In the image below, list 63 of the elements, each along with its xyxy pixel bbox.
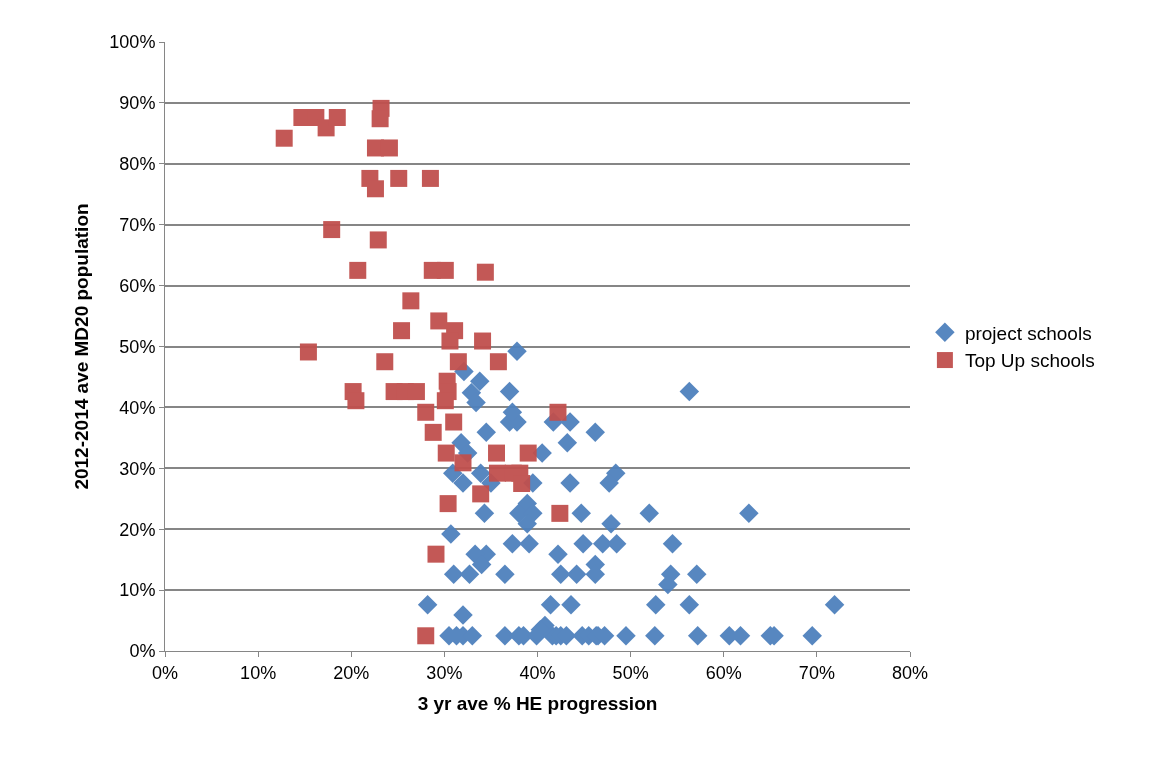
point bbox=[371, 110, 389, 128]
point bbox=[551, 504, 569, 522]
point bbox=[513, 475, 531, 493]
x-tick-label: 80% bbox=[891, 662, 929, 683]
point bbox=[439, 495, 457, 513]
point bbox=[519, 444, 537, 462]
point bbox=[430, 312, 448, 330]
x-axis-title: 3 yr ave % HE progression bbox=[417, 693, 658, 715]
x-tick-label: 0% bbox=[151, 662, 179, 683]
y-tick-label: 70% bbox=[119, 215, 156, 235]
x-tick-label: 40% bbox=[519, 662, 556, 683]
x-tick-label: 60% bbox=[705, 662, 742, 683]
point bbox=[393, 322, 411, 340]
point bbox=[421, 169, 439, 187]
x-tick-label: 20% bbox=[333, 662, 370, 683]
point bbox=[472, 485, 490, 503]
y-tick-label: 10% bbox=[119, 580, 156, 601]
y-tick-label: 0% bbox=[129, 641, 156, 662]
point bbox=[449, 353, 467, 371]
point bbox=[407, 383, 425, 401]
legend-label: project schools bbox=[964, 322, 1092, 344]
y-tick-label: 100% bbox=[109, 32, 156, 53]
y-tick-label: 40% bbox=[119, 397, 156, 418]
point bbox=[476, 263, 494, 281]
x-tick-label: 10% bbox=[240, 662, 277, 683]
point bbox=[275, 129, 293, 147]
y-tick-label: 20% bbox=[119, 519, 156, 540]
point bbox=[366, 180, 384, 198]
point bbox=[437, 444, 455, 462]
point bbox=[417, 627, 435, 645]
x-tick-label: 70% bbox=[798, 662, 835, 683]
point bbox=[328, 109, 346, 127]
point bbox=[436, 392, 454, 410]
x-tick-label: 30% bbox=[426, 662, 463, 683]
point bbox=[427, 545, 445, 563]
point bbox=[474, 332, 492, 350]
point bbox=[369, 231, 387, 249]
point bbox=[390, 169, 408, 187]
point bbox=[417, 403, 435, 421]
y-tick-label: 30% bbox=[119, 458, 156, 479]
point bbox=[349, 261, 367, 279]
point bbox=[549, 403, 567, 421]
point bbox=[436, 261, 454, 279]
y-tick-label: 90% bbox=[119, 93, 156, 114]
y-tick-label: 80% bbox=[119, 154, 156, 175]
point bbox=[441, 332, 459, 350]
point bbox=[488, 464, 506, 482]
point bbox=[402, 292, 420, 310]
point bbox=[445, 413, 463, 431]
y-axis-title: 2012-2014 ave MD20 population bbox=[71, 203, 93, 490]
legend-label: Top Up schools bbox=[964, 350, 1095, 372]
point bbox=[454, 454, 472, 472]
point bbox=[347, 392, 365, 410]
y-tick-label: 50% bbox=[119, 336, 156, 357]
point bbox=[380, 139, 398, 157]
point bbox=[376, 353, 394, 371]
point bbox=[488, 444, 506, 462]
y-tick-label: 60% bbox=[119, 275, 156, 296]
point bbox=[299, 343, 317, 361]
point bbox=[424, 423, 442, 441]
point bbox=[323, 221, 341, 239]
x-tick-label: 50% bbox=[612, 662, 649, 683]
point bbox=[489, 353, 507, 371]
